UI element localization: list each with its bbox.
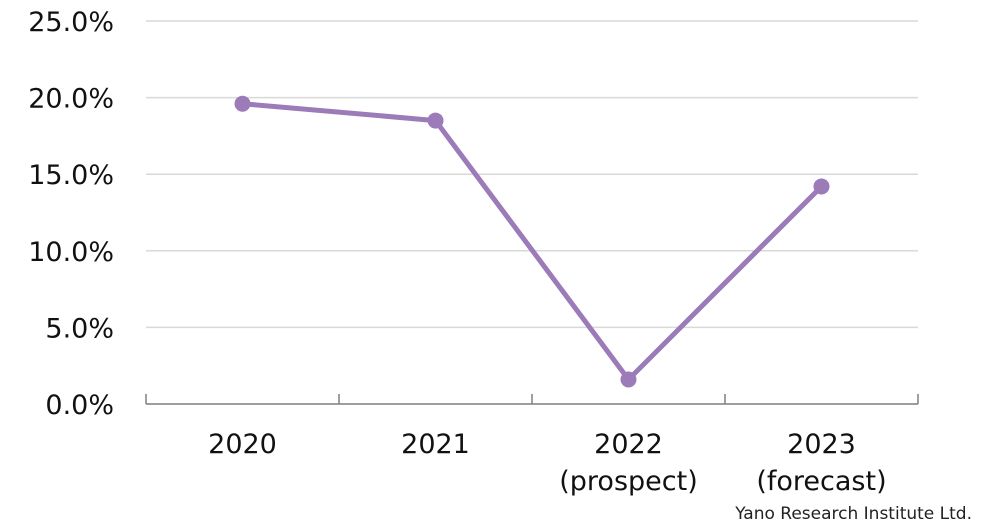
gridlines	[146, 20, 918, 329]
y-tick-label: 0.0%	[45, 390, 114, 421]
x-tick-label: (forecast)	[756, 466, 886, 497]
x-tick-labels: 2020 2021 2022 (prospect) 2023 (forecast)	[208, 429, 886, 497]
x-tick-label: 2020	[208, 429, 277, 460]
x-axis	[145, 394, 919, 405]
x-tick-label: 2021	[401, 429, 470, 460]
data-point	[620, 371, 637, 388]
series	[234, 95, 830, 388]
x-tick-label: (prospect)	[559, 466, 697, 497]
y-tick-label: 10.0%	[28, 237, 114, 268]
data-point	[427, 112, 444, 129]
y-tick-labels: 0.0% 5.0% 10.0% 15.0% 20.0% 25.0%	[28, 7, 114, 421]
data-point	[813, 178, 830, 195]
x-tick-label: 2022	[594, 429, 663, 460]
source-credit: Yano Research Institute Ltd.	[735, 504, 972, 524]
x-tick-label: 2023	[787, 429, 856, 460]
y-tick-label: 20.0%	[28, 84, 114, 115]
y-tick-label: 25.0%	[28, 7, 114, 38]
data-point	[234, 95, 251, 112]
y-tick-label: 5.0%	[45, 313, 114, 344]
y-tick-label: 15.0%	[28, 160, 114, 191]
series-line	[240, 101, 824, 382]
